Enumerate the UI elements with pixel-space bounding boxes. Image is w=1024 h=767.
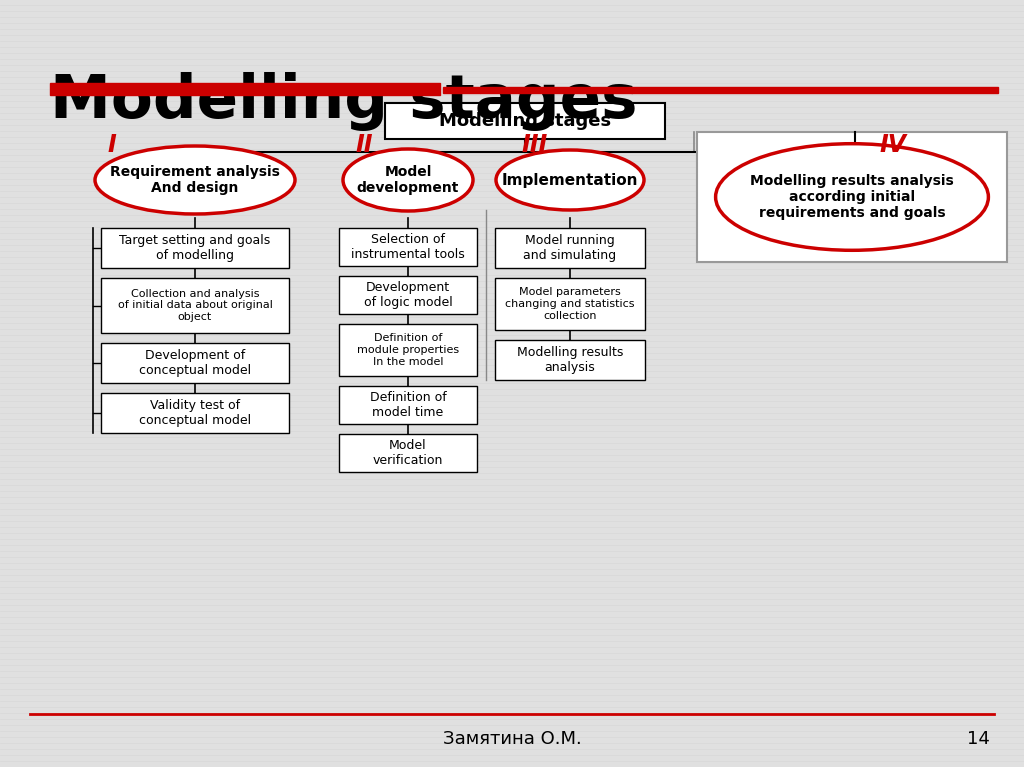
Text: Model
verification: Model verification — [373, 439, 443, 467]
Text: Development
of logic model: Development of logic model — [364, 281, 453, 309]
Text: Modelling stages: Modelling stages — [50, 72, 638, 131]
Text: Model running
and simulating: Model running and simulating — [523, 234, 616, 262]
Text: IV: IV — [880, 133, 907, 157]
Text: Requirement analysis
And design: Requirement analysis And design — [110, 165, 280, 195]
Text: Model parameters
changing and statistics
collection: Model parameters changing and statistics… — [505, 288, 635, 321]
FancyBboxPatch shape — [101, 228, 289, 268]
Text: Model
development: Model development — [356, 165, 459, 195]
Ellipse shape — [95, 146, 295, 214]
FancyBboxPatch shape — [697, 132, 1007, 262]
Text: Collection and analysis
of initial data about original
object: Collection and analysis of initial data … — [118, 289, 272, 322]
Text: Modelling results
analysis: Modelling results analysis — [517, 346, 624, 374]
Text: Modelling results analysis
according initial
requirements and goals: Modelling results analysis according ini… — [751, 174, 954, 220]
Text: 14: 14 — [967, 730, 990, 748]
FancyBboxPatch shape — [339, 324, 477, 376]
Text: Modelling stages: Modelling stages — [439, 112, 611, 130]
Text: Development of
conceptual model: Development of conceptual model — [139, 349, 251, 377]
Bar — [443, 87, 998, 93]
FancyBboxPatch shape — [495, 228, 645, 268]
Text: III: III — [522, 133, 548, 157]
FancyBboxPatch shape — [339, 276, 477, 314]
Text: I: I — [106, 133, 116, 157]
FancyBboxPatch shape — [385, 103, 665, 139]
Text: Selection of
instrumental tools: Selection of instrumental tools — [351, 233, 465, 261]
Bar — [50, 83, 440, 95]
FancyBboxPatch shape — [101, 278, 289, 333]
FancyBboxPatch shape — [101, 343, 289, 383]
FancyBboxPatch shape — [495, 278, 645, 330]
Ellipse shape — [343, 149, 473, 211]
Text: Definition of
module properties
In the model: Definition of module properties In the m… — [357, 334, 459, 367]
Ellipse shape — [496, 150, 644, 210]
Text: Target setting and goals
of modelling: Target setting and goals of modelling — [120, 234, 270, 262]
Text: II: II — [356, 133, 374, 157]
Text: Замятина О.М.: Замятина О.М. — [442, 730, 582, 748]
FancyBboxPatch shape — [101, 393, 289, 433]
Ellipse shape — [716, 143, 988, 250]
FancyBboxPatch shape — [495, 340, 645, 380]
FancyBboxPatch shape — [339, 434, 477, 472]
Text: Definition of
model time: Definition of model time — [370, 391, 446, 419]
FancyBboxPatch shape — [339, 386, 477, 424]
Text: Implementation: Implementation — [502, 173, 638, 187]
Text: Validity test of
conceptual model: Validity test of conceptual model — [139, 399, 251, 427]
FancyBboxPatch shape — [339, 228, 477, 266]
